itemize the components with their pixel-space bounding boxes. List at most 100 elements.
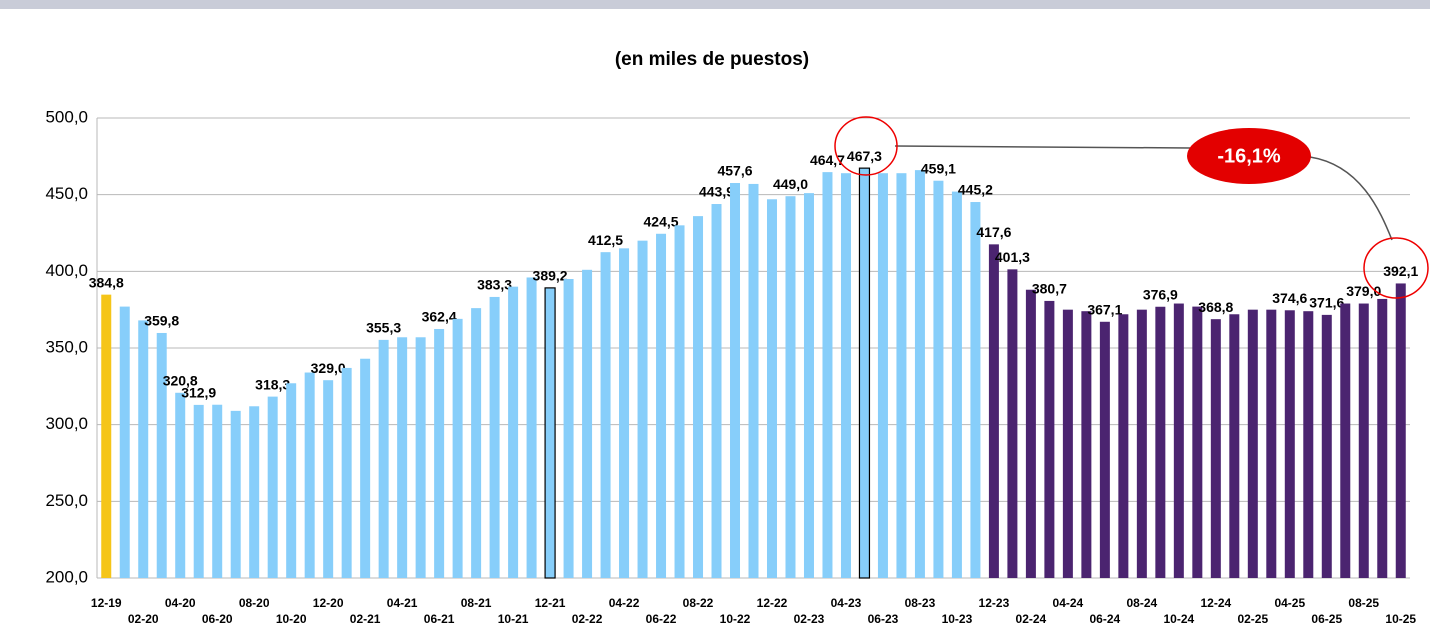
bar	[1192, 306, 1203, 578]
x-tick-label: 08-22	[683, 596, 714, 610]
bar	[138, 320, 149, 578]
bar	[822, 172, 833, 579]
bar	[508, 286, 519, 578]
x-tick-label: 08-20	[239, 596, 270, 610]
bar	[563, 279, 574, 578]
value-label: 424,5	[644, 213, 679, 229]
bar	[619, 248, 630, 579]
value-label: 383,3	[477, 277, 512, 293]
value-label: 374,6	[1272, 290, 1307, 306]
value-label: 464,7	[810, 152, 845, 168]
bar	[1358, 303, 1369, 578]
y-tick-label: 500,0	[45, 107, 88, 126]
bar	[1007, 269, 1018, 578]
bar	[1303, 311, 1314, 578]
bar	[582, 269, 593, 578]
bar	[1340, 303, 1351, 578]
bar	[970, 202, 981, 578]
x-tick-label: 02-21	[350, 612, 381, 626]
value-label: 401,3	[995, 249, 1030, 265]
bar	[230, 410, 241, 578]
value-label: 355,3	[366, 320, 401, 336]
x-tick-label: 04-21	[387, 596, 418, 610]
bar	[323, 380, 334, 578]
annotation-badge	[1187, 128, 1311, 184]
bar	[378, 339, 389, 578]
x-tick-label: 04-24	[1053, 596, 1084, 610]
bar	[877, 173, 888, 578]
bar	[544, 287, 556, 579]
bar	[1247, 309, 1258, 578]
bar	[119, 306, 130, 578]
bar	[1321, 314, 1332, 578]
bar	[489, 296, 500, 578]
bar	[1118, 314, 1129, 578]
x-tick-label: 10-24	[1163, 612, 1194, 626]
bar	[858, 167, 871, 579]
x-tick-label: 02-25	[1237, 612, 1268, 626]
chart-title: (en miles de puestos)	[615, 49, 809, 70]
x-tick-label: 06-22	[646, 612, 677, 626]
x-tick-label: 10-23	[942, 612, 973, 626]
value-label: 384,8	[89, 274, 124, 290]
bar	[803, 193, 814, 578]
x-tick-label: 06-24	[1090, 612, 1121, 626]
bar	[415, 337, 426, 578]
x-tick-label: 02-23	[794, 612, 825, 626]
x-tick-label: 06-23	[868, 612, 899, 626]
bar	[175, 392, 186, 578]
value-label: 449,0	[773, 176, 808, 192]
bar	[193, 404, 204, 578]
connector	[894, 145, 1191, 149]
bar	[1284, 310, 1295, 578]
x-tick-label: 04-25	[1274, 596, 1305, 610]
value-label: 320,8	[163, 372, 198, 388]
value-label: 467,3	[847, 148, 882, 164]
bar	[693, 216, 704, 578]
bar	[397, 337, 408, 578]
bar	[730, 183, 741, 578]
bar	[1081, 311, 1092, 578]
bar	[1210, 319, 1221, 578]
y-tick-label: 400,0	[45, 261, 88, 280]
value-label: 380,7	[1032, 281, 1067, 297]
value-label: 392,1	[1383, 263, 1418, 279]
y-tick-label: 450,0	[45, 184, 88, 203]
bar	[933, 180, 944, 579]
bar	[1229, 314, 1240, 578]
value-label: 389,2	[533, 268, 568, 284]
y-tick-label: 250,0	[45, 491, 88, 510]
x-tick-label: 06-21	[424, 612, 455, 626]
value-label: 371,6	[1309, 295, 1344, 311]
x-tick-label: 04-22	[609, 596, 640, 610]
bar	[914, 170, 925, 578]
bar	[1062, 309, 1073, 578]
y-tick-label: 300,0	[45, 414, 88, 433]
top-strip	[0, 0, 1430, 9]
bar	[637, 240, 648, 578]
highlight-circle	[834, 116, 898, 176]
value-label: 376,9	[1143, 286, 1178, 302]
value-label: 443,9	[699, 184, 734, 200]
bar	[785, 196, 796, 578]
x-tick-label: 04-23	[831, 596, 862, 610]
x-tick-label: 12-21	[535, 596, 566, 610]
y-tick-label: 200,0	[45, 567, 88, 586]
value-label: 417,6	[976, 224, 1011, 240]
bar	[1025, 289, 1036, 578]
bar	[748, 183, 759, 578]
bar	[1266, 309, 1277, 578]
x-tick-label: 08-25	[1348, 596, 1379, 610]
x-tick-label: 06-25	[1311, 612, 1342, 626]
bar	[674, 225, 685, 579]
x-tick-label: 08-21	[461, 596, 492, 610]
bar	[156, 332, 167, 578]
bar	[267, 396, 278, 578]
bar	[101, 294, 112, 578]
value-label: 445,2	[958, 182, 993, 198]
bar	[711, 204, 722, 578]
value-label: 318,3	[255, 376, 290, 392]
x-tick-label: 10-21	[498, 612, 529, 626]
x-tick-label: 06-20	[202, 612, 233, 626]
